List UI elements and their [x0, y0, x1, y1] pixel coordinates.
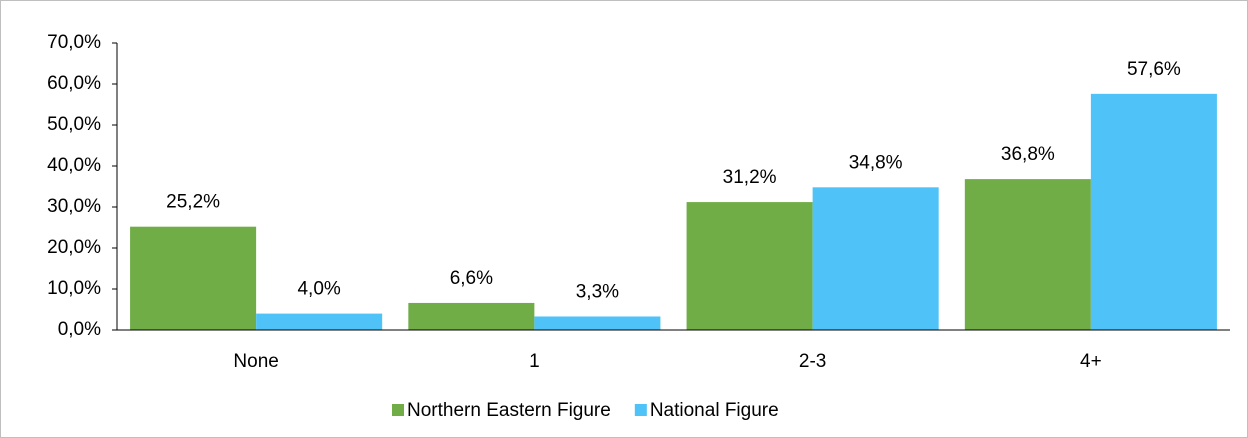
- legend-swatch: [392, 404, 404, 416]
- legend-swatch: [634, 404, 647, 416]
- bar: [408, 302, 535, 330]
- x-tick-label: 2-3: [799, 351, 826, 372]
- y-tick-label: 30,0%: [47, 196, 101, 217]
- data-label: 25,2%: [166, 192, 220, 213]
- data-label: 3,3%: [576, 281, 619, 302]
- y-tick-label: 60,0%: [47, 73, 101, 94]
- y-tick-label: 10,0%: [47, 278, 101, 299]
- legend-label: Northern Eastern Figure: [407, 400, 611, 421]
- data-label: 6,6%: [450, 268, 493, 289]
- y-tick-label: 70,0%: [47, 32, 101, 53]
- x-tick-label: 4+: [1080, 351, 1102, 372]
- data-label: 57,6%: [1127, 59, 1181, 80]
- bar: [812, 187, 939, 330]
- bar: [130, 226, 257, 330]
- legend-label: National Figure: [650, 400, 779, 421]
- data-label: 34,8%: [849, 152, 903, 173]
- data-label: 36,8%: [1001, 144, 1055, 165]
- x-tick-label: 1: [529, 351, 540, 372]
- bar: [1090, 93, 1217, 330]
- data-label: 31,2%: [723, 167, 777, 188]
- y-tick-label: 20,0%: [47, 237, 101, 258]
- y-tick-label: 40,0%: [47, 155, 101, 176]
- bar: [686, 202, 813, 330]
- y-tick-label: 50,0%: [47, 114, 101, 135]
- y-tick-label: 0,0%: [58, 319, 101, 340]
- x-tick-label: None: [233, 351, 278, 372]
- bar: [964, 179, 1091, 330]
- bar: [256, 313, 383, 330]
- bar: [534, 316, 661, 330]
- data-label: 4,0%: [297, 279, 340, 300]
